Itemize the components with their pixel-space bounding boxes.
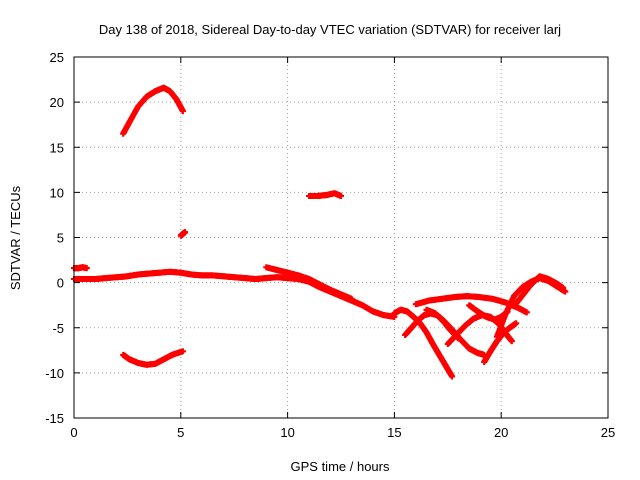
plot-grid [74,57,608,418]
series-lower-arc [120,348,186,368]
series-start-segment [71,264,90,272]
data-point-marker [83,265,90,272]
x-tick-label: 20 [494,425,508,440]
x-axis-label: GPS time / hours [291,459,390,474]
y-tick-label: 15 [50,140,64,155]
series-late-c [423,306,488,358]
data-point-marker [560,285,567,292]
data-point-marker [179,108,186,115]
data-point-marker [179,348,186,355]
x-tick-label: 0 [70,425,77,440]
chart-title: Day 138 of 2018, Sidereal Day-to-day VTE… [99,22,561,37]
y-tick-label: -15 [45,411,64,426]
series-late-a [391,306,456,380]
y-tick-label: -10 [45,366,64,381]
x-tick-label: 15 [387,425,401,440]
x-tick-label: 10 [280,425,294,440]
series-upper-arc [120,84,186,137]
data-point-marker [449,373,456,380]
y-tick-label: 25 [50,50,64,65]
y-tick-label: 5 [57,231,64,246]
data-point-marker [562,288,569,295]
data-point-marker [523,309,530,316]
y-tick-label: 20 [50,95,64,110]
series-end-rise-b [511,273,567,310]
series-segment-9 [263,264,355,302]
data-point-marker [508,338,515,345]
series-main-band [71,268,398,320]
x-tick-label: 5 [177,425,184,440]
axis-ticks: 0 5 10 15 20 25 -15 -10 -5 0 5 10 15 20 25 [45,50,615,440]
data-point-marker [182,229,189,236]
y-tick-label: 0 [57,276,64,291]
data-point-marker [513,320,520,327]
y-tick-label: -5 [52,321,64,336]
data-points [71,84,569,380]
series-short-5.4 [177,229,189,239]
x-tick-label: 25 [601,425,615,440]
series-segment-10 [305,190,344,199]
y-axis-label: SDTVAR / TECUs [8,185,23,290]
data-point-marker [348,295,355,302]
data-point-marker [338,192,344,199]
y-tick-label: 10 [50,185,64,200]
